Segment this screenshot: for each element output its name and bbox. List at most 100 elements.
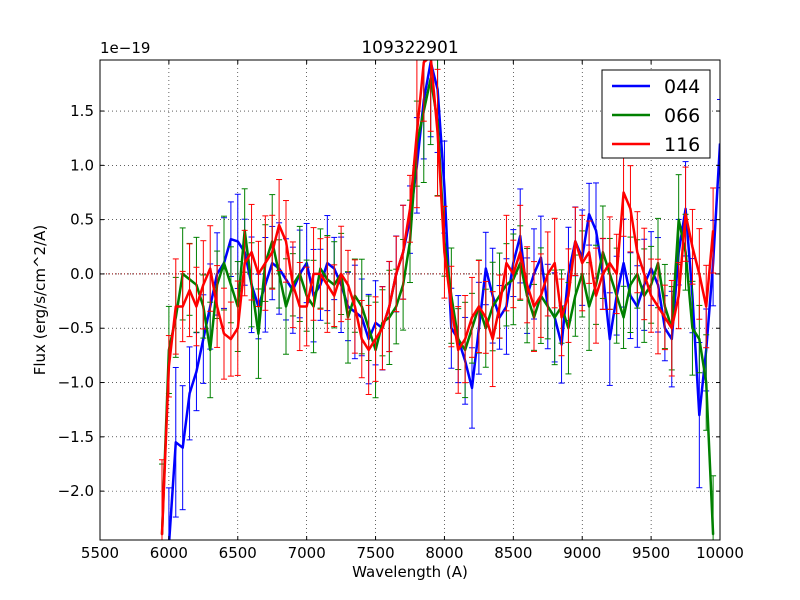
data-point	[326, 283, 329, 286]
data-point	[257, 332, 260, 335]
data-point	[443, 186, 446, 188]
data-point	[567, 294, 570, 297]
data-point	[188, 392, 191, 395]
data-point	[257, 273, 260, 275]
data-point	[615, 273, 618, 275]
data-point	[622, 191, 625, 194]
x-tick-label: 10000	[696, 544, 744, 562]
data-point	[223, 332, 225, 335]
x-axis-label: Wavelength (A)	[352, 563, 468, 581]
data-point	[347, 283, 349, 286]
data-point	[264, 262, 267, 264]
data-point	[602, 273, 604, 275]
y-tick-label: −0.5	[58, 319, 94, 337]
data-point	[608, 262, 611, 264]
data-point	[588, 213, 590, 216]
data-point	[416, 131, 418, 134]
data-point	[698, 273, 701, 275]
y-axis-label: Flux (erg/s/cm^2/A)	[31, 225, 49, 376]
data-point	[574, 240, 577, 243]
chart-title: 109322901	[361, 38, 458, 58]
data-point	[285, 240, 287, 243]
data-point	[216, 305, 218, 308]
data-point	[471, 387, 473, 389]
data-point	[278, 224, 280, 226]
data-point	[367, 349, 370, 351]
data-point	[636, 251, 639, 254]
data-point	[305, 305, 308, 308]
data-point	[230, 338, 232, 340]
x-tick-label: 9000	[563, 544, 601, 562]
data-point	[471, 316, 473, 319]
data-point	[560, 316, 563, 319]
data-point	[553, 316, 556, 319]
data-point	[484, 316, 487, 319]
data-point	[195, 305, 198, 308]
data-point	[622, 262, 625, 264]
data-point	[174, 305, 177, 308]
data-point	[174, 441, 177, 444]
data-point	[581, 262, 584, 264]
data-point	[526, 283, 528, 286]
data-point	[181, 446, 184, 449]
y-tick-label: 1.0	[70, 156, 94, 174]
x-tick-label: 6500	[219, 544, 257, 562]
data-point	[195, 370, 198, 373]
data-point	[512, 273, 515, 275]
legend-label-116: 116	[664, 134, 700, 156]
data-point	[298, 305, 301, 308]
y-tick-label: −1.0	[58, 374, 94, 392]
data-point	[498, 305, 501, 308]
data-point	[574, 294, 577, 297]
data-point	[553, 262, 556, 264]
y-tick-label: −2.0	[58, 482, 94, 500]
data-point	[161, 533, 163, 536]
data-point	[402, 251, 404, 254]
data-point	[484, 267, 487, 270]
data-point	[650, 294, 652, 297]
data-point	[664, 316, 666, 319]
y-tick-label: 1.5	[70, 102, 94, 120]
data-point	[657, 305, 659, 308]
data-point	[395, 273, 398, 275]
data-point	[236, 327, 239, 330]
series-116	[159, 60, 717, 540]
data-point	[354, 305, 356, 308]
data-point	[629, 207, 632, 210]
data-point	[588, 251, 590, 254]
data-point	[181, 305, 184, 308]
data-point	[691, 327, 694, 330]
data-point	[677, 218, 680, 221]
data-point	[236, 240, 239, 243]
data-point	[278, 273, 280, 275]
legend-label-066: 066	[664, 105, 700, 127]
data-point	[388, 305, 391, 308]
data-point	[712, 229, 714, 232]
data-point	[457, 349, 460, 351]
data-point	[409, 207, 411, 210]
data-point	[340, 273, 342, 275]
data-point	[691, 245, 694, 248]
data-point	[643, 273, 646, 275]
data-point	[519, 251, 522, 254]
data-point	[684, 213, 687, 216]
data-point	[540, 294, 542, 297]
data-point	[360, 338, 363, 340]
data-point	[243, 262, 246, 264]
data-point	[202, 338, 205, 340]
data-point	[698, 414, 701, 416]
data-point	[374, 338, 377, 340]
x-tick-label: 9500	[632, 544, 670, 562]
data-point	[209, 349, 212, 351]
data-point	[478, 305, 480, 308]
data-point	[491, 338, 494, 340]
data-point	[168, 365, 170, 368]
data-point	[595, 294, 597, 297]
y-tick-label: 0.5	[70, 211, 94, 229]
ticks: 5500 6000 6500 7000 7500 8000 8500 9000 9500 1000…	[58, 60, 744, 562]
data-point	[622, 316, 625, 319]
x-tick-label: 7000	[288, 544, 326, 562]
data-point	[712, 533, 714, 536]
data-point	[443, 251, 446, 254]
